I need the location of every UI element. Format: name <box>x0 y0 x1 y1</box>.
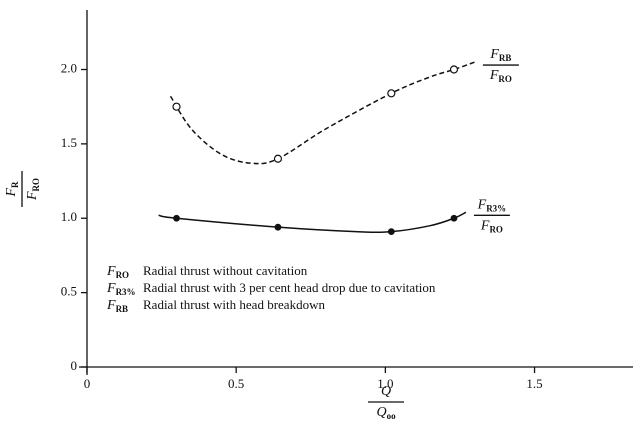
subscript: R3% <box>486 203 506 213</box>
series-label-part: FRO <box>489 68 512 84</box>
legend-entry: FRB <box>106 298 128 314</box>
series-label-part: FRB <box>489 47 511 63</box>
symbol: F <box>106 281 116 296</box>
legend-text: Radial thrust with head breakdown <box>143 297 325 312</box>
y-axis-label-part: FRO <box>25 178 41 201</box>
marker <box>387 228 395 236</box>
legend-text: Radial thrust without cavitation <box>143 263 308 278</box>
subscript: RO <box>31 178 41 192</box>
subscript: RB <box>116 304 129 314</box>
y-tick-label: 2.0 <box>61 60 77 75</box>
y-tick-label: 0.5 <box>61 284 77 299</box>
y-tick-label: 0 <box>71 358 78 373</box>
symbol: Q <box>381 384 391 399</box>
marker <box>173 214 180 222</box>
x-tick-label: 1.0 <box>377 376 393 391</box>
subscript: RO <box>489 224 503 234</box>
series-label-part: FR3% <box>477 198 507 214</box>
y-tick-label: 1.5 <box>61 135 77 150</box>
marker <box>273 154 283 163</box>
symbol: Q <box>376 405 386 420</box>
subscript: RO <box>116 270 130 280</box>
x-axis-label-part: Qoo <box>376 405 396 421</box>
marker <box>450 214 458 222</box>
subscript: R3% <box>116 287 136 297</box>
symbol: F <box>489 68 499 83</box>
symbol: F <box>25 191 40 201</box>
y-tick-label: 1.0 <box>61 209 77 224</box>
symbol: F <box>489 47 499 62</box>
marker <box>274 223 282 231</box>
symbol: F <box>106 264 116 279</box>
symbol: F <box>480 219 490 234</box>
symbol: F <box>4 188 19 198</box>
marker <box>449 65 459 74</box>
marker <box>172 102 181 111</box>
subscript: RO <box>498 74 512 84</box>
symbol: F <box>477 198 487 213</box>
marker <box>387 89 396 98</box>
x-tick-label: 1.5 <box>526 376 542 391</box>
x-tick-label: 0.5 <box>228 376 244 391</box>
subscript: R <box>10 181 20 188</box>
legend-entry: FR3% <box>106 281 136 297</box>
x-axis-label-part: Q <box>381 384 391 399</box>
symbol: F <box>106 298 116 313</box>
series-label: FR3%FRO <box>473 198 510 235</box>
x-tick-label: 0 <box>84 376 91 391</box>
series-line <box>169 61 476 165</box>
series-label-part: FRO <box>480 219 503 235</box>
subscript: RB <box>499 53 512 63</box>
series-line <box>158 211 467 234</box>
legend-text: Radial thrust with 3 per cent head drop … <box>143 280 436 295</box>
subscript: oo <box>387 411 397 421</box>
y-axis-label-part: FR <box>4 181 20 198</box>
legend-entry: FRO <box>106 264 129 280</box>
